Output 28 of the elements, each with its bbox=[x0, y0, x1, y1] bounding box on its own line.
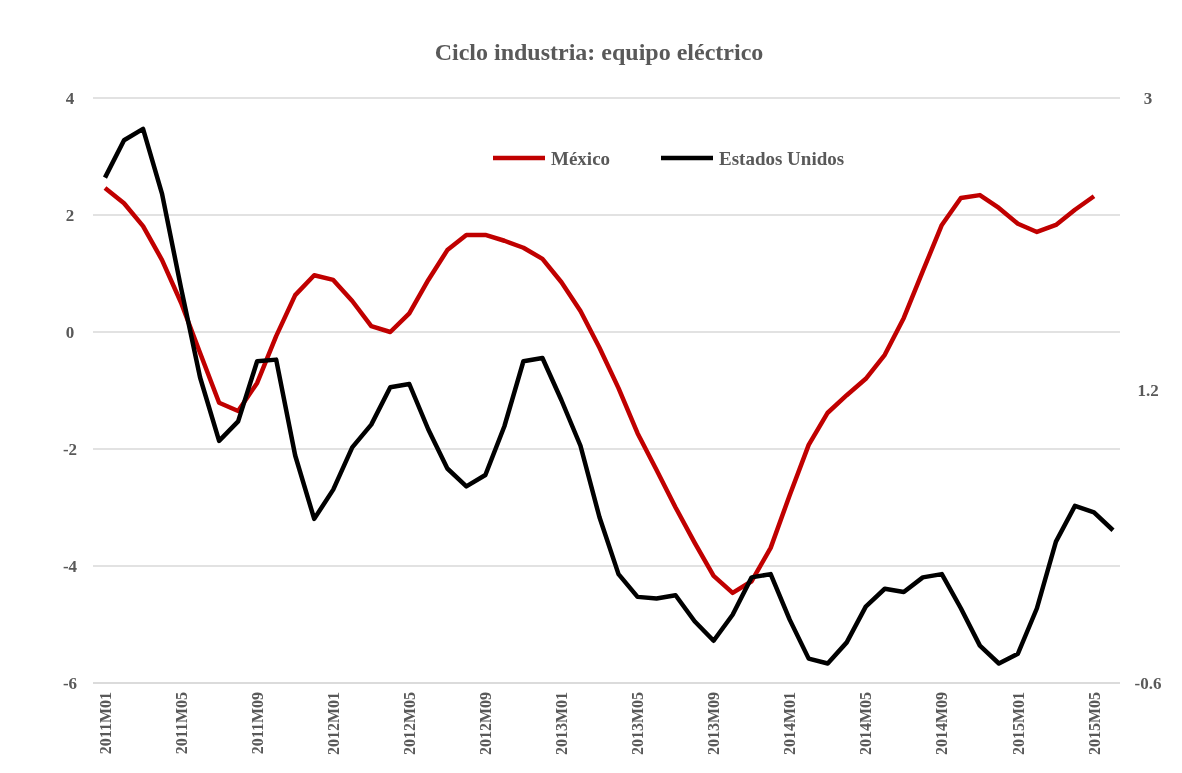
x-tick-label: 2015M01 bbox=[1009, 692, 1027, 756]
x-tick-label: 2011M05 bbox=[172, 692, 190, 755]
x-tick-label: 2012M09 bbox=[476, 692, 494, 756]
x-tick-label: 2014M05 bbox=[857, 692, 875, 756]
x-tick-label: 2013M09 bbox=[705, 692, 723, 756]
y-tick-label: -4 bbox=[62, 556, 78, 576]
y-tick-label: -2 bbox=[62, 439, 78, 459]
y-tick-label: 0 bbox=[65, 322, 75, 342]
legend-label: Estados Unidos bbox=[719, 147, 845, 169]
x-tick-label: 2013M01 bbox=[553, 692, 571, 756]
x-tick-label: 2014M01 bbox=[781, 692, 799, 756]
y-tick-label: 4 bbox=[65, 88, 75, 108]
x-tick-label: 2011M09 bbox=[248, 692, 266, 755]
line-series bbox=[102, 185, 1097, 596]
line-series bbox=[102, 126, 1116, 666]
y-tick-label: 2 bbox=[65, 205, 75, 225]
x-tick-label: 2014M09 bbox=[933, 692, 951, 756]
y-tick-label: -6 bbox=[62, 673, 78, 693]
y2-tick-label: -0.6 bbox=[1134, 673, 1162, 693]
x-tick-label: 2013M05 bbox=[629, 692, 647, 756]
chart-title: Ciclo industria: equipo eléctrico bbox=[434, 39, 764, 65]
y2-tick-label: 3 bbox=[1143, 88, 1153, 108]
x-tick-label: 2012M05 bbox=[400, 692, 418, 756]
y2-tick-label: 1.2 bbox=[1137, 381, 1159, 401]
x-tick-label: 2011M01 bbox=[96, 692, 114, 755]
x-tick-label: 2012M01 bbox=[324, 692, 342, 756]
legend-label: México bbox=[551, 147, 611, 169]
x-tick-label: 2015M05 bbox=[1085, 692, 1103, 756]
